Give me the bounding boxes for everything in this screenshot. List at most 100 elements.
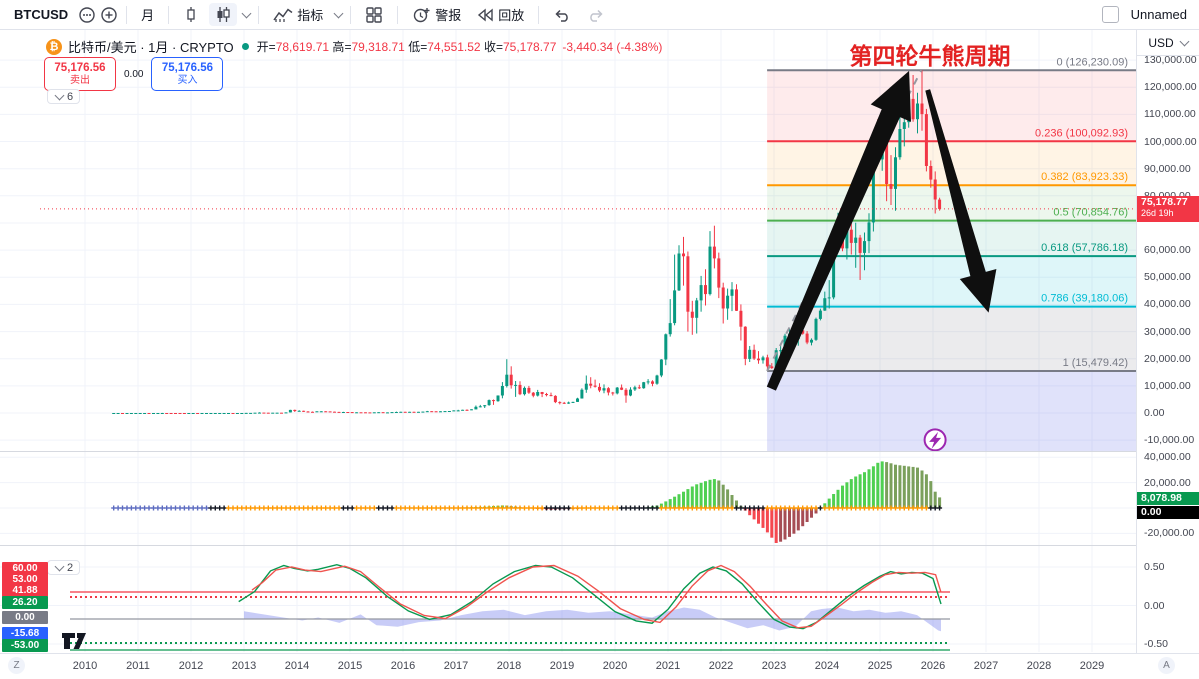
bar-style-icon[interactable] [177, 3, 205, 26]
price-tick: 30,000.00 [1144, 326, 1191, 338]
redo-icon[interactable] [581, 4, 611, 26]
cycle-annotation[interactable]: 第四轮牛熊周期 [849, 43, 1011, 69]
low-value: 74,551.52 [427, 40, 481, 54]
buy-label: 买入 [177, 75, 198, 86]
currency-dropdown[interactable]: USD [1137, 30, 1199, 56]
toolbar-separator [168, 5, 170, 24]
fib-level-label: 0.236 (100,092.93) [1035, 127, 1128, 139]
time-axis[interactable]: 2010 2011 2012 2013 2014 2015 2016 2017 2018 2019… [0, 653, 1199, 679]
symbol-title[interactable]: 比特币/美元 · 1月 · CRYPTO [68, 40, 234, 55]
macd-tick: -20,000.00 [1144, 527, 1195, 539]
high-value: 79,318.71 [351, 40, 405, 54]
buy-button[interactable]: 75,176.56 买入 [151, 57, 224, 91]
pane-separator[interactable] [0, 545, 1199, 546]
replay-button[interactable]: 回放 [471, 2, 530, 27]
toolbar-separator [397, 5, 399, 24]
chevron-down-icon [54, 90, 65, 100]
price-tick: 60,000.00 [1144, 244, 1191, 256]
top-toolbar: BTCUSD 月 指标 [0, 0, 1199, 30]
replay-icon [477, 8, 494, 22]
compare-add-icon[interactable] [100, 6, 118, 24]
price-tick: 130,000.00 [1144, 54, 1197, 66]
alert-label: 警报 [435, 8, 462, 23]
oscillator-value-label: 53.00 [2, 573, 48, 586]
main-pane-collapse-button[interactable]: 6 [47, 89, 81, 104]
price-tick: 20,000.00 [1144, 353, 1191, 365]
change-value: -3,440.34 (-4.38%) [562, 39, 663, 54]
macd-tick: 40,000.00 [1144, 451, 1191, 463]
year-label: 2027 [973, 660, 999, 672]
unnamed-checkbox[interactable] [1101, 6, 1119, 23]
macd-histogram [111, 461, 943, 543]
chevron-down-icon[interactable] [241, 8, 252, 18]
year-label: 2023 [761, 660, 787, 672]
ohlc-values: 开=78,619.71 高=79,318.71 低=74,551.52 收=75… [256, 40, 557, 54]
price-tick: 50,000.00 [1144, 271, 1191, 283]
oscillator-red-line [251, 564, 942, 629]
open-label: 开 [256, 40, 269, 54]
year-label: 2022 [708, 660, 734, 672]
price-axis[interactable]: USD [1136, 30, 1199, 653]
indicators-button[interactable]: 指标 [267, 2, 329, 27]
oscillator-value-label: -53.00 [2, 639, 48, 652]
symbol-search-icon[interactable] [78, 6, 96, 24]
year-label: 2018 [496, 660, 522, 672]
price-tick: 110,000.00 [1144, 108, 1196, 120]
fib-level-label: 0.382 (83,923.33) [1041, 171, 1128, 183]
year-label: 2012 [178, 660, 204, 672]
oscillator-value-label: 60.00 [2, 562, 48, 575]
macd-tick: 20,000.00 [1144, 477, 1191, 489]
year-label: 2014 [284, 660, 310, 672]
chevron-down-icon [54, 561, 65, 571]
candlesticks [112, 70, 942, 414]
price-tick: 0.00 [1144, 407, 1165, 419]
indicators-icon [273, 7, 293, 23]
oscillator-value-label: 26.20 [2, 596, 48, 609]
fib-level-label: 0.618 (57,786.18) [1041, 242, 1128, 254]
bear-arrow [925, 89, 997, 313]
year-label: 2024 [814, 660, 840, 672]
year-label: 2017 [443, 660, 469, 672]
year-label: 2026 [920, 660, 946, 672]
buy-price: 75,176.56 [161, 62, 214, 74]
year-label: 2013 [231, 660, 257, 672]
year-label: 2011 [126, 660, 150, 672]
undo-icon[interactable] [547, 4, 577, 26]
oscillator-value-label: 0.00 [2, 611, 48, 624]
alert-clock-icon [412, 6, 431, 24]
pane-separator[interactable] [0, 451, 1199, 452]
year-label: 2019 [549, 660, 575, 672]
sell-button[interactable]: 75,176.56 卖出 [44, 57, 116, 91]
high-label: 高 [332, 40, 345, 54]
layout-grid-icon[interactable] [359, 3, 389, 27]
alert-button[interactable]: 警报 [406, 2, 467, 27]
timezone-button[interactable]: Z [8, 657, 25, 674]
open-value: 78,619.71 [275, 40, 330, 54]
oscillator-pane-collapse-button[interactable]: 2 [47, 560, 81, 575]
toolbar-separator [538, 5, 540, 24]
current-price-label: 75,178.77 26d 19h [1137, 196, 1199, 222]
macd-zero-label: 0.00 [1137, 506, 1199, 519]
unnamed-label: Unnamed [1130, 7, 1187, 22]
market-status-dot [241, 43, 249, 50]
price-tick: -10,000.00 [1144, 434, 1195, 446]
auto-scale-button[interactable]: A [1158, 657, 1175, 674]
fib-level-label: 0.5 (70,854.76) [1053, 207, 1128, 219]
symbol-name[interactable]: BTCUSD [14, 7, 69, 22]
price-tick: 100,000.00 [1144, 136, 1197, 148]
replay-label: 回放 [498, 8, 525, 23]
oscillator-green-line [238, 563, 942, 630]
tradingview-logo[interactable] [62, 630, 92, 657]
fib-level-label: 0.786 (39,180.06) [1041, 293, 1128, 305]
indicator-count: 2 [67, 561, 74, 574]
chevron-down-icon[interactable] [333, 8, 344, 18]
chevron-down-icon [1179, 36, 1190, 46]
candle-style-button[interactable] [209, 3, 238, 26]
year-label: 2020 [602, 660, 628, 672]
sell-price: 75,176.56 [54, 62, 106, 74]
year-label: 2016 [390, 660, 416, 672]
year-label: 2010 [72, 660, 98, 672]
interval-button[interactable]: 月 [135, 2, 160, 27]
